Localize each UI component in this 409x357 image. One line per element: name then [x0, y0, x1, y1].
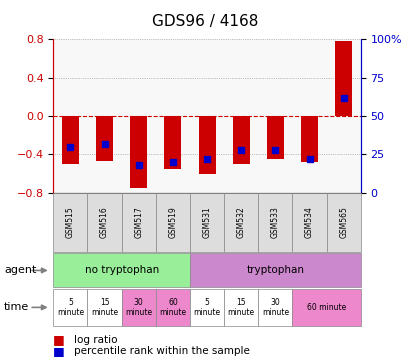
Text: 15
minute: 15 minute — [91, 298, 118, 317]
Text: GSM531: GSM531 — [202, 206, 211, 238]
Text: log ratio: log ratio — [74, 335, 117, 345]
Text: no tryptophan: no tryptophan — [84, 265, 158, 276]
Bar — [300, 116, 317, 162]
Text: tryptophan: tryptophan — [246, 265, 303, 276]
Text: GSM515: GSM515 — [66, 206, 75, 238]
Bar — [232, 116, 249, 164]
Text: GSM532: GSM532 — [236, 206, 245, 238]
Text: ■: ■ — [53, 333, 65, 346]
Bar — [130, 116, 147, 188]
Bar — [62, 116, 79, 164]
Text: 5
minute: 5 minute — [193, 298, 220, 317]
Text: 30
minute: 30 minute — [125, 298, 152, 317]
Text: GSM565: GSM565 — [338, 206, 347, 238]
Text: GSM534: GSM534 — [304, 206, 313, 238]
Text: GSM516: GSM516 — [100, 206, 109, 238]
Text: GSM533: GSM533 — [270, 206, 279, 238]
Bar — [96, 116, 113, 161]
Text: agent: agent — [4, 265, 36, 276]
Bar — [266, 116, 283, 159]
Bar — [334, 41, 351, 116]
Text: percentile rank within the sample: percentile rank within the sample — [74, 346, 249, 356]
Text: 5
minute: 5 minute — [57, 298, 84, 317]
Bar — [164, 116, 181, 169]
Text: 60
minute: 60 minute — [159, 298, 186, 317]
Text: time: time — [4, 302, 29, 312]
Text: 30
minute: 30 minute — [261, 298, 288, 317]
Text: 60 minute: 60 minute — [306, 303, 346, 312]
Text: GDS96 / 4168: GDS96 / 4168 — [151, 14, 258, 29]
Bar — [198, 116, 215, 174]
Text: ■: ■ — [53, 345, 65, 357]
Text: GSM519: GSM519 — [168, 206, 177, 238]
Text: 15
minute: 15 minute — [227, 298, 254, 317]
Text: GSM517: GSM517 — [134, 206, 143, 238]
